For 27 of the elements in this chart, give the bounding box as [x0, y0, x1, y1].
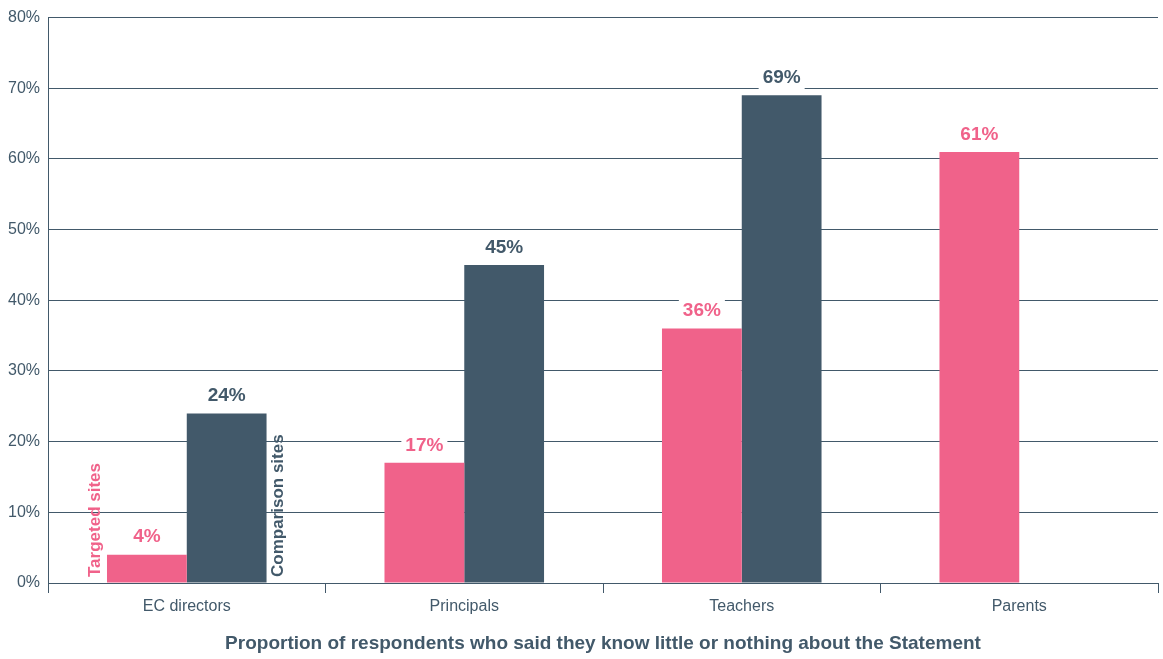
data-label: 24% [207, 384, 246, 406]
y-tick-label: 0% [16, 573, 41, 591]
bar [384, 462, 465, 583]
y-tick-label: 80% [7, 8, 41, 26]
data-label: 17% [405, 433, 444, 455]
data-label: 61% [960, 122, 999, 144]
x-axis-title: Proportion of respondents who said they know little or nothing about the Statement [225, 631, 982, 653]
x-tick-label: Principals [429, 597, 499, 615]
y-tick-label: 40% [7, 290, 41, 308]
x-tick-label: Parents [991, 597, 1047, 615]
data-label: 36% [682, 299, 721, 321]
bar [939, 151, 1020, 583]
bar [661, 328, 742, 583]
text: Comparison sites [268, 434, 288, 577]
x-tick-label: Teachers [709, 597, 775, 615]
data-label: 45% [485, 235, 524, 257]
text: Targeted sites [84, 462, 104, 577]
data-label: 69% [762, 66, 801, 88]
y-tick-label: 50% [7, 220, 41, 238]
x-tick-label: EC directors [142, 597, 231, 615]
data-label: 4% [133, 525, 161, 547]
y-tick-label: 10% [7, 502, 41, 520]
y-tick-label: 70% [7, 78, 41, 96]
bar [106, 554, 187, 583]
y-tick-label: 30% [7, 361, 41, 379]
y-tick-label: 60% [7, 149, 41, 167]
y-tick-label: 20% [7, 432, 41, 450]
